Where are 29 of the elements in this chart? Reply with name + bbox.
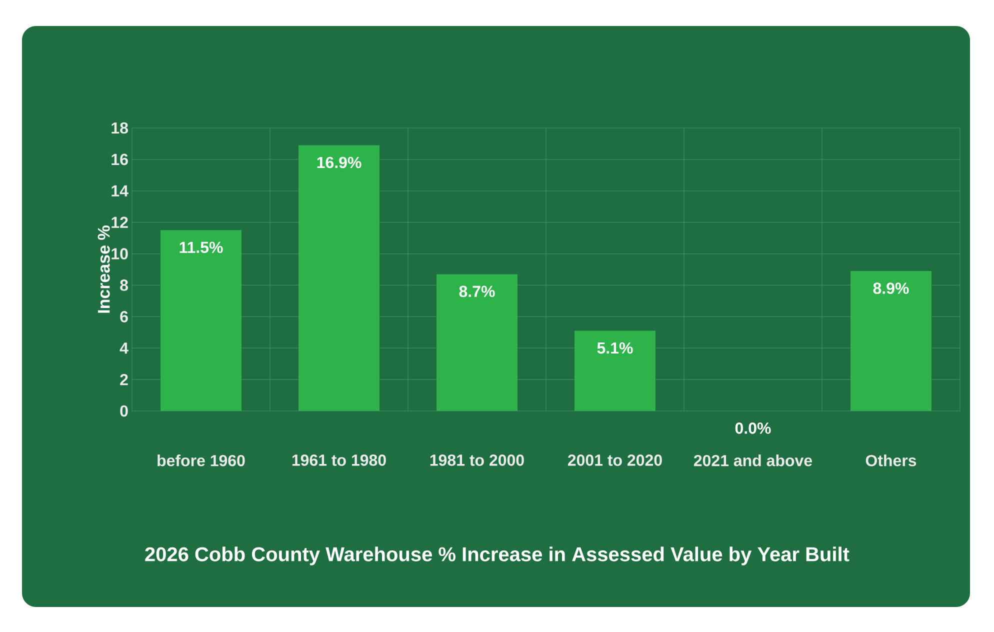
data-label: 16.9% [317, 156, 362, 168]
data-label: 8.7% [459, 286, 495, 298]
data-label: 11.5% [180, 242, 223, 254]
y-tick-label: 6 [120, 310, 128, 322]
data-label: 8.9% [873, 282, 909, 294]
y-tick-label: 14 [112, 185, 128, 196]
x-tick-label: 1961 to 1980 [292, 454, 386, 466]
x-tick-label: Others [866, 454, 916, 466]
y-tick-label: 10 [112, 248, 128, 260]
bar [298, 145, 380, 411]
text: 2026 Cobb County Warehouse % Increase in Assessed Value by Year Built [145, 546, 850, 566]
x-tick-label: 2001 to 2020 [568, 454, 662, 466]
y-tick-label: 2 [120, 374, 128, 386]
x-tick-label: before 1960 [158, 454, 245, 466]
bar [436, 274, 518, 411]
bar [160, 230, 242, 411]
data-label: 5.1% [597, 342, 633, 354]
y-axis-title: Increase % [98, 226, 110, 313]
x-tick-label: 1981 to 2000 [430, 454, 524, 466]
y-tick-label: 0 [120, 405, 128, 417]
bar [574, 330, 656, 411]
y-tick-label: 8 [120, 280, 128, 291]
data-label: 0.0% [735, 422, 771, 434]
y-tick-label: 16 [112, 154, 128, 166]
y-tick-label: 12 [112, 216, 128, 228]
x-tick-label: 2021 and above [694, 454, 812, 466]
y-tick-label: 18 [112, 122, 128, 134]
y-tick-label: 4 [120, 342, 128, 354]
bar [850, 271, 932, 411]
